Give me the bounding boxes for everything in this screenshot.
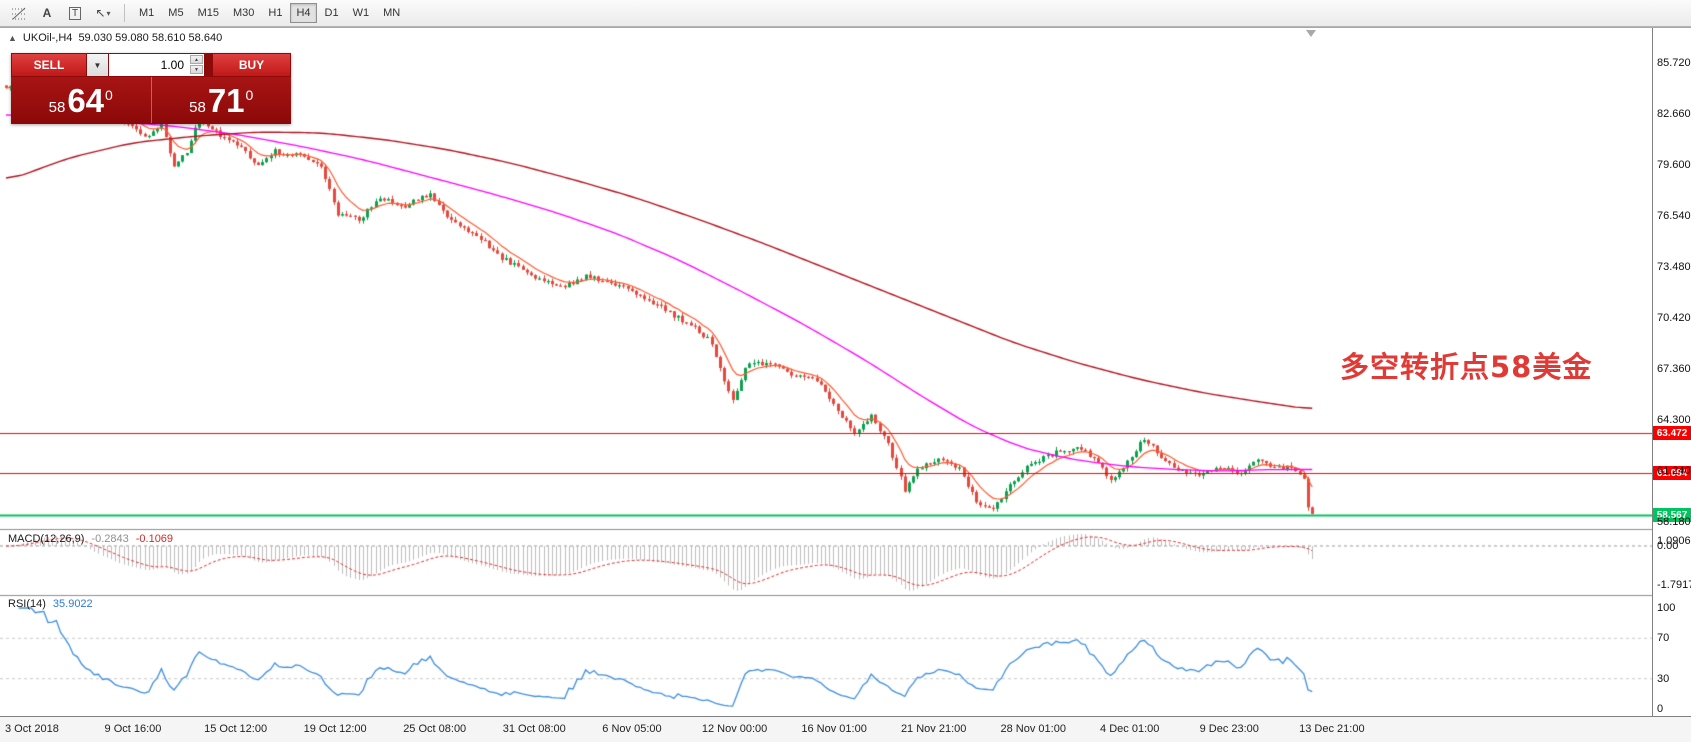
time-axis-label: 19 Oct 12:00: [303, 723, 367, 735]
macd-axis-label: -1.7917: [1657, 579, 1691, 591]
text-label-icon-glyph: A: [42, 6, 52, 20]
time-axis-label: 6 Nov 05:00: [602, 723, 662, 735]
one-click-trading-panel: SELL ▼ ▲ ▼ BUY 58 64 0 58: [11, 53, 291, 124]
hline-price-tag: 61.084: [1653, 466, 1691, 481]
time-axis-label: 21 Nov 21:00: [900, 723, 967, 735]
chevron-down-icon: ▾: [106, 8, 111, 18]
sell-price-pips: 64: [67, 82, 105, 119]
sell-price-display[interactable]: 58 64 0: [11, 77, 152, 123]
price-chart-canvas[interactable]: [0, 28, 1652, 716]
rsi-axis-label: 70: [1657, 632, 1670, 645]
hline-price-tag: 58.567: [1653, 508, 1691, 523]
timeframe-button-w1[interactable]: W1: [352, 7, 370, 19]
rsi-axis-label: 100: [1657, 602, 1676, 614]
arrows-dropdown-icon[interactable]: ↖ ▾: [90, 2, 116, 25]
chart-symbol-period: UKOil-,H4: [22, 32, 73, 44]
price-axis-label: 82.660: [1657, 107, 1691, 120]
price-axis-label: 58.180: [1657, 515, 1691, 528]
price-axis-label: 73.480: [1657, 260, 1691, 273]
sell-price-integer: 58: [48, 99, 66, 116]
timeframe-button-mn[interactable]: MN: [383, 7, 401, 19]
text-icon[interactable]: T: [62, 2, 88, 25]
fibonacci-icon[interactable]: [6, 2, 32, 25]
buy-price-display[interactable]: 58 71 0: [152, 77, 292, 123]
macd-axis-label: 1.0906: [1657, 535, 1691, 547]
price-axis-label: 79.600: [1657, 158, 1691, 171]
volume-stepper: ▲ ▼: [190, 55, 203, 74]
timeframe-button-h4[interactable]: H4: [290, 3, 317, 23]
price-axis-label: 70.420: [1657, 311, 1691, 324]
sell-price-fraction: 0: [105, 87, 113, 103]
toolbar: A T ↖ ▾ M1 M5 M15 M30 H1 H4 D1 W1 MN: [0, 0, 1691, 27]
buy-price-fraction: 0: [245, 87, 254, 103]
text-icon-glyph: T: [68, 6, 82, 20]
timeframe-button-m5[interactable]: M5: [168, 7, 184, 19]
buy-button[interactable]: BUY: [213, 54, 290, 76]
time-axis-label: 25 Oct 08:00: [403, 723, 467, 735]
price-axis-label: 61.240: [1657, 464, 1691, 477]
buy-price-integer: 58: [189, 99, 206, 116]
rsi-indicator-label: RSI(14) 35.9022: [8, 598, 93, 610]
macd-indicator-label: MACD(12,26,9) -0.2843 -0.1069: [8, 533, 173, 545]
price-axis: 1.0906 0.00 -1.7917 100 70 30 0 63.472 6…: [1652, 28, 1691, 716]
volume-field-wrap: ▲ ▼: [109, 54, 204, 76]
rsi-value: 35.9022: [52, 598, 93, 610]
time-axis-label: 9 Oct 16:00: [104, 723, 162, 735]
hline-price-tag: 63.472: [1653, 426, 1691, 441]
trade-prices-row: 58 64 0 58 71 0: [11, 77, 291, 123]
time-axis-label: 9 Dec 23:00: [1199, 723, 1259, 735]
text-label-icon[interactable]: A: [34, 2, 60, 25]
price-axis-label: 67.360: [1657, 362, 1691, 375]
sell-button[interactable]: SELL: [12, 54, 86, 76]
buy-price-pips: 71: [207, 82, 245, 119]
macd-signal-value: -0.1069: [135, 533, 174, 545]
timeframe-button-d1[interactable]: D1: [324, 7, 339, 19]
time-axis-label: 31 Oct 08:00: [502, 723, 566, 735]
timeframe-button-m1[interactable]: M1: [139, 7, 155, 19]
fibonacci-icon-glyph: [12, 7, 26, 20]
macd-main-value: -0.2843: [91, 533, 129, 545]
toolbar-separator: [124, 4, 125, 22]
chart-annotation: 多空转折点58美金: [1340, 350, 1593, 384]
rsi-axis-label: 0: [1657, 703, 1664, 715]
timeframe-buttons: M1 M5 M15 M30 H1 H4 D1 W1 MN: [133, 3, 406, 23]
chart-ohlc-values: 59.030 59.080 58.610 58.640: [78, 32, 223, 44]
volume-step-up-icon[interactable]: ▲: [190, 55, 203, 64]
price-axis-label: 64.300: [1657, 413, 1691, 426]
arrow-icon-glyph: ↖: [95, 6, 106, 20]
one-click-toggle-icon[interactable]: ▲: [8, 33, 17, 43]
time-axis-label: 4 Dec 01:00: [1100, 723, 1160, 735]
time-axis-label: 28 Nov 01:00: [1000, 723, 1066, 735]
chart-shift-marker[interactable]: [1306, 30, 1316, 37]
trade-controls-row: SELL ▼ ▲ ▼ BUY: [11, 53, 291, 76]
time-axis-label: 12 Nov 00:00: [701, 723, 768, 735]
volume-step-down-icon[interactable]: ▼: [190, 65, 203, 74]
timeframe-button-m15[interactable]: M15: [197, 7, 219, 19]
time-axis-label: 13 Dec 21:00: [1299, 723, 1365, 735]
chart-window: ▲ UKOil-,H4 59.030 59.080 58.610 58.640 …: [0, 27, 1691, 742]
timeframe-button-m30[interactable]: M30: [232, 7, 255, 19]
price-axis-label: 76.540: [1657, 209, 1691, 222]
price-axis-label: 85.720: [1657, 56, 1691, 69]
timeframe-button-h1[interactable]: H1: [268, 7, 283, 19]
time-axis-label: 15 Oct 12:00: [204, 723, 268, 735]
macd-axis-label: 0.00: [1657, 539, 1679, 552]
time-axis-label: 16 Nov 01:00: [801, 723, 867, 735]
time-axis-label: 3 Oct 2018: [5, 723, 59, 735]
volume-input[interactable]: [109, 57, 204, 73]
chart-title: ▲ UKOil-,H4 59.030 59.080 58.610 58.640: [8, 32, 222, 44]
time-axis: 3 Oct 2018 9 Oct 16:00 15 Oct 12:00 19 Oct …: [0, 716, 1691, 742]
rsi-axis-label: 30: [1657, 672, 1670, 685]
volume-dropdown-button[interactable]: ▼: [87, 54, 108, 76]
rsi-name: RSI(14): [8, 598, 46, 610]
macd-name: MACD(12,26,9): [8, 533, 85, 545]
